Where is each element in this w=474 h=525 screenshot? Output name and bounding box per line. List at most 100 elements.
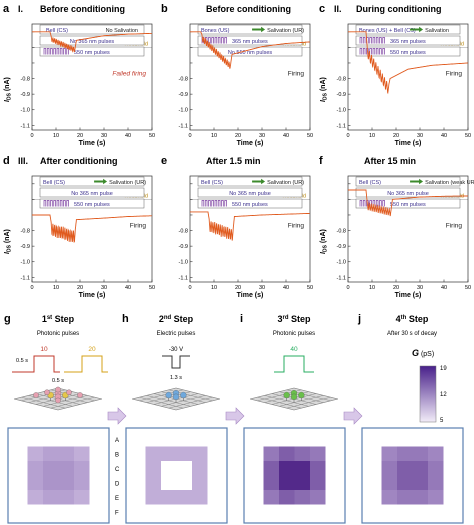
y-tick-label: -0.8 [179, 77, 188, 83]
heatmap-cell [207, 446, 224, 462]
panel-title: After 1.5 min [206, 156, 261, 166]
step-title: 2nd Step [159, 314, 194, 324]
arrow-head-icon [419, 178, 424, 185]
x-tick-label: 30 [417, 285, 423, 291]
heatmap-cell [248, 475, 264, 491]
firing-label: Firing [446, 222, 463, 229]
x-tick-label: 10 [369, 133, 375, 139]
heatmap-cell [294, 446, 311, 462]
heatmap-cell [412, 446, 429, 462]
plot-frame [189, 23, 311, 131]
step-title: 3rd Step [277, 314, 311, 324]
y-tick-label: -1.1 [179, 275, 188, 281]
plot-frame [31, 23, 153, 131]
stimulus-text: Bell (CS) [43, 180, 65, 186]
heatmap-cell [58, 475, 75, 491]
panel-title: After conditioning [40, 156, 118, 166]
x-tick-label: 20 [393, 133, 399, 139]
x-tick-label: 10 [211, 133, 217, 139]
heatmap-cell [294, 490, 311, 505]
x-tick-label: 40 [125, 285, 131, 291]
heatmap-cell [412, 490, 429, 505]
x-tick-label: 0 [188, 285, 191, 291]
stimulus-box [197, 176, 303, 187]
panel-letter: j [357, 313, 361, 325]
heatmap-cell [279, 490, 295, 505]
colorbar-tick-label: 19 [440, 366, 447, 372]
y-tick-label: -1.1 [337, 275, 346, 281]
panel-title: After 15 min [364, 156, 416, 166]
heatmap-cell [161, 432, 177, 447]
y-axis-label: IDS (nA) [320, 77, 329, 102]
stimulus-box [355, 46, 461, 57]
stimulus-text: Bell (CS) [46, 28, 68, 34]
firing-label: Firing [288, 70, 305, 77]
stimulus-box [197, 198, 303, 209]
heatmap-cell [27, 475, 44, 491]
x-axis-label: Time (s) [79, 140, 106, 147]
heatmap-cell [443, 504, 460, 520]
heatmap-cell [310, 461, 326, 476]
heatmap-cell [366, 475, 382, 491]
panel-title: Before conditioning [40, 4, 125, 14]
heatmap-cell [58, 432, 75, 447]
step-panel-h: h 2nd Step Electric pulses -30 V 1.3 s [122, 313, 245, 524]
heatmap-cell [176, 475, 193, 491]
stimulus-text: No 365 nm pulses [70, 39, 115, 45]
heatmap-cell [428, 446, 444, 462]
heatmap-cell [325, 475, 342, 491]
x-tick-label: 10 [53, 285, 59, 291]
current-trace [32, 31, 152, 53]
pulse-label: Electric pulses [157, 331, 196, 337]
stimulus-box [39, 46, 145, 57]
heatmap-cell [192, 475, 208, 491]
y-tick-label: -0.8 [337, 77, 346, 83]
x-tick-label: 40 [441, 133, 447, 139]
heatmap-cell [310, 475, 326, 491]
step-panel-i: i 3rd Step Photonic pulses 40 [240, 313, 363, 524]
x-tick-label: 0 [346, 285, 349, 291]
stimulus-text: 365 nm pulses [390, 39, 426, 45]
heatmap-cell [192, 504, 208, 520]
x-tick-label: 0 [30, 285, 33, 291]
stimulus-box [197, 46, 303, 57]
stimulus-box [39, 35, 145, 46]
heatmap-cell [443, 475, 460, 491]
chart-panel-a: aI.Before conditioningThresholdFailed fi… [3, 3, 155, 147]
panel-letter: i [240, 313, 243, 325]
heatmap-cell [145, 490, 162, 505]
arrow-head-icon [419, 26, 424, 33]
stimulus-box [197, 187, 303, 198]
heatmap-cell [294, 504, 311, 520]
pin-icon [180, 391, 187, 399]
x-tick-label: 40 [441, 285, 447, 291]
x-tick-label: 30 [101, 133, 107, 139]
pulse-train-icon [43, 48, 69, 55]
panel-letter: b [161, 3, 168, 15]
colorbar-label: G (pS) [412, 348, 434, 358]
current-trace [190, 31, 310, 69]
stimulus-box [355, 198, 461, 209]
heatmap-cell [192, 446, 208, 462]
row-label: F [115, 511, 119, 517]
x-axis-label: Time (s) [395, 140, 422, 147]
y-tick-label: -1.0 [179, 108, 188, 114]
heatmap-cell [176, 432, 193, 447]
heatmap-cell [74, 432, 90, 447]
x-tick-label: 40 [125, 133, 131, 139]
heatmap-cell [294, 461, 311, 476]
heatmap-cell [89, 461, 106, 476]
stimulus-text: No 365 nm pulse [387, 191, 429, 197]
y-tick-label: -1.0 [179, 260, 188, 266]
y-tick-label: -0.8 [21, 229, 30, 235]
x-axis-label: Time (s) [79, 292, 106, 299]
y-tick-label: -0.9 [337, 92, 346, 98]
heatmap-cell [412, 461, 429, 476]
response-text: Salivation (UR) [109, 180, 146, 186]
pin-icon [55, 386, 61, 393]
heatmap-cell [443, 432, 460, 447]
stimulus-box [197, 24, 303, 35]
pulse-width-label: 1.3 s [170, 375, 182, 381]
stimulus-text: 550 nm pulses [390, 202, 426, 208]
